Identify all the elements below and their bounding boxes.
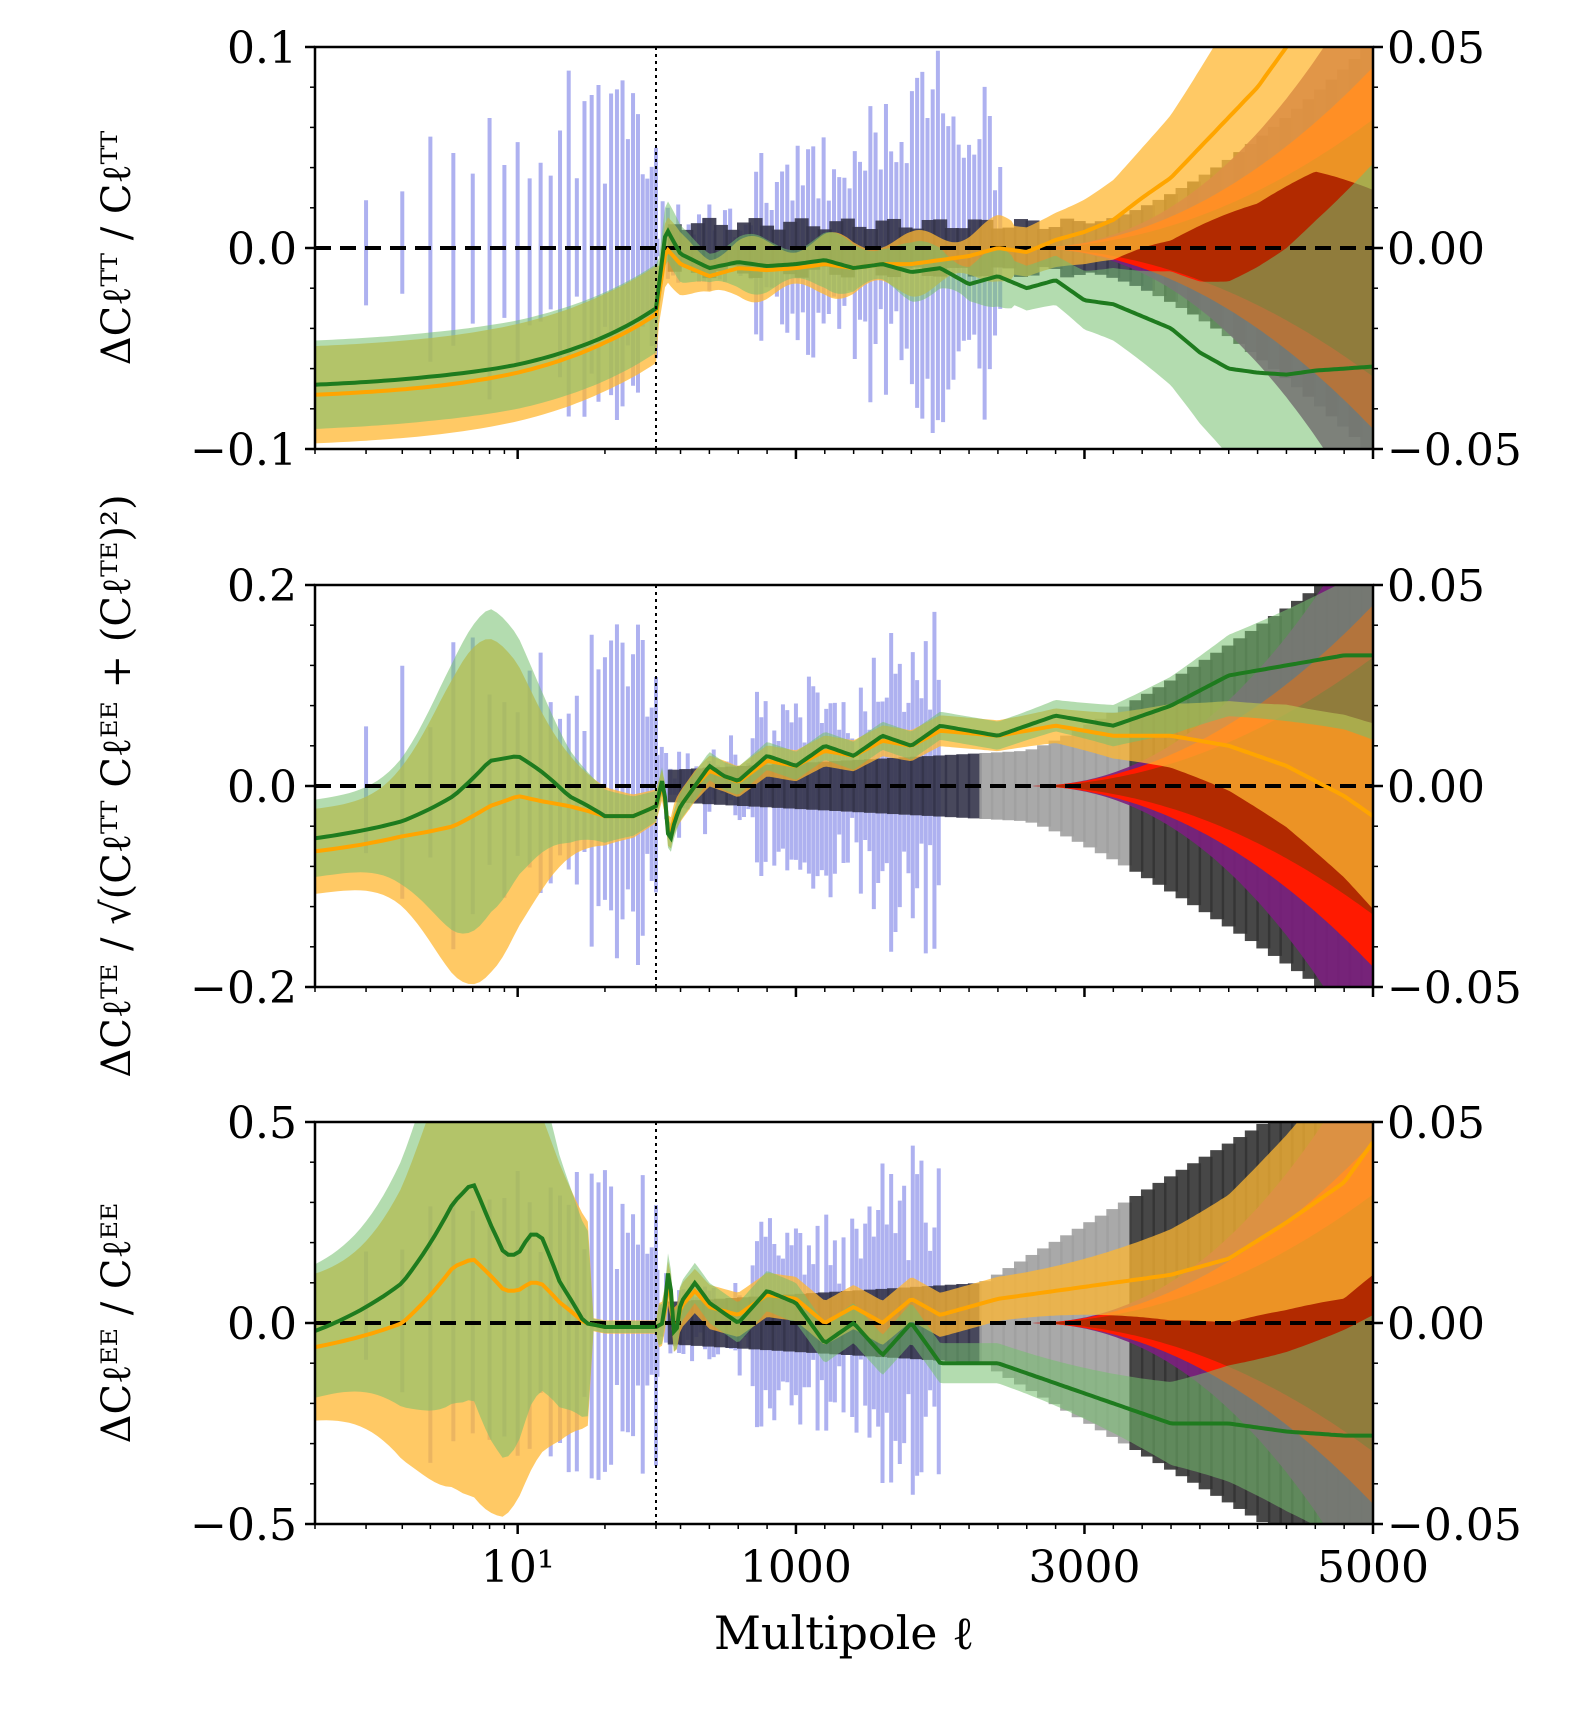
orange-series-line [315, 47, 1289, 397]
right-y-tick-label: 0.00 [1387, 224, 1485, 275]
binned-bar [956, 754, 971, 818]
y-tick-label: −0.5 [190, 1500, 297, 1551]
right-y-tick-label: −0.05 [1387, 963, 1522, 1014]
plot-area [315, 1122, 1373, 1524]
y-tick-label: 0.0 [227, 224, 297, 275]
y-tick-label: −0.1 [190, 425, 297, 476]
x-tick-label: 5000 [1317, 1542, 1429, 1593]
y-tick-label: −0.2 [190, 963, 297, 1014]
right-y-tick-label: −0.05 [1387, 425, 1522, 476]
panel-ee: −0.5 0.0 0.5 −0.05 0.00 0.05 ΔCℓᴱᴱ / Cℓᴱᴱ [94, 1098, 1522, 1551]
x-tick-label: 10¹ [481, 1542, 555, 1593]
plot-area [315, 585, 1373, 987]
panel-tt: −0.1 0.0 0.1 −0.05 0.00 0.05 ΔCℓᵀᵀ / Cℓᵀᵀ [94, 23, 1522, 476]
right-y-tick-label: −0.05 [1387, 1500, 1522, 1551]
binned-bar [1002, 751, 1017, 821]
x-axis-label: Multipole ℓ [714, 1606, 974, 1660]
y-axis-label: ΔCℓᴱᴱ / Cℓᴱᴱ [94, 1203, 140, 1444]
binned-bar [852, 759, 867, 813]
right-y-tick-label: 0.05 [1387, 561, 1485, 612]
y-axis-label: ΔCℓᵀᵀ / Cℓᵀᵀ [94, 131, 140, 366]
y-tick-label: 0.0 [227, 762, 297, 813]
y-tick-label: 0.5 [227, 1098, 297, 1149]
binned-bar [979, 752, 994, 820]
plot-area [315, 47, 1373, 449]
y-tick-label: 0.1 [227, 23, 297, 74]
panel-te: −0.2 0.0 0.2 −0.05 0.00 0.05 ΔCℓᵀᴱ / √(Cℓᵀᵀ Cℓ… [94, 494, 1522, 1077]
right-y-tick-label: 0.05 [1387, 1098, 1485, 1149]
binned-bar [875, 758, 890, 814]
green-band [315, 163, 1373, 449]
green-band [315, 585, 1373, 934]
right-y-tick-label: 0.00 [1387, 762, 1485, 813]
green-series-line [315, 1183, 1373, 1438]
x-tick-label: 3000 [1028, 1542, 1140, 1593]
y-axis-label: ΔCℓᵀᴱ / √(Cℓᵀᵀ Cℓᴱᴱ + (Cℓᵀᴱ)²) [94, 494, 140, 1077]
right-y-tick-label: 0.00 [1387, 1299, 1485, 1350]
right-y-tick-label: 0.05 [1387, 23, 1485, 74]
y-tick-label: 0.0 [227, 1299, 297, 1350]
binned-bar [829, 761, 844, 811]
green-series-line [315, 227, 1373, 387]
green-series-line [315, 653, 1373, 843]
x-tick-label: 1000 [740, 1542, 852, 1593]
y-tick-label: 0.2 [227, 561, 297, 612]
